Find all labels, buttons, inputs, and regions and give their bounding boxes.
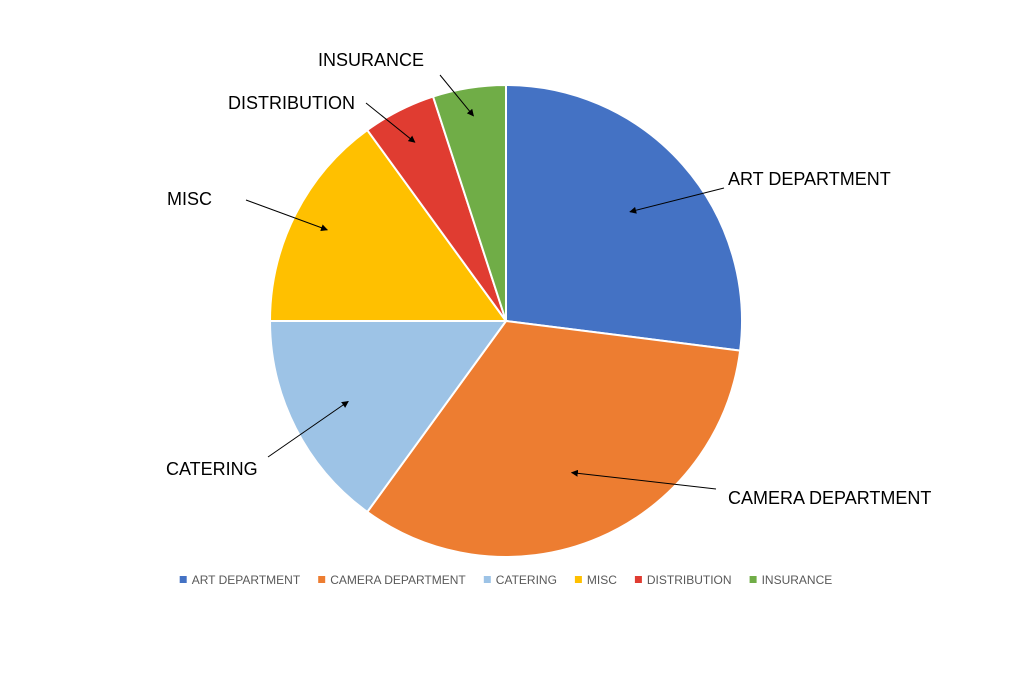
data-label-art-department: ART DEPARTMENT xyxy=(728,169,891,189)
legend-label-misc: MISC xyxy=(587,573,617,587)
leader-lines xyxy=(245,74,725,490)
leader-line-camera-department xyxy=(570,469,717,490)
pie-slice-insurance xyxy=(431,83,507,322)
legend-swatch-misc xyxy=(574,576,582,583)
data-labels: ART DEPARTMENT CAMERA DEPARTMENT CATERING M… xyxy=(166,50,931,508)
pie-slice-misc xyxy=(268,128,508,322)
legend-label-insurance: INSURANCE xyxy=(762,573,833,587)
pie-slices xyxy=(268,83,743,558)
legend-swatch-insurance xyxy=(749,576,757,583)
leader-line-misc xyxy=(245,199,328,232)
legend-label-camera-department: CAMERA DEPARTMENT xyxy=(330,573,466,587)
legend: ART DEPARTMENT CAMERA DEPARTMENT CATERING M… xyxy=(179,573,833,587)
legend-swatch-catering xyxy=(483,576,491,583)
leader-line-art-department xyxy=(629,187,725,214)
data-label-camera-department: CAMERA DEPARTMENT xyxy=(728,488,931,508)
leader-line-catering xyxy=(267,400,349,458)
legend-label-distribution: DISTRIBUTION xyxy=(647,573,732,587)
pie-slice-camera-department xyxy=(365,319,742,558)
leader-line-insurance xyxy=(439,74,474,117)
legend-swatch-distribution xyxy=(634,576,642,583)
data-label-catering: CATERING xyxy=(166,459,258,479)
data-label-misc: MISC xyxy=(167,189,212,209)
legend-swatch-art-department xyxy=(179,576,187,583)
data-label-insurance: INSURANCE xyxy=(318,50,424,70)
pie-slice-art-department xyxy=(505,83,743,352)
data-label-distribution: DISTRIBUTION xyxy=(228,93,355,113)
legend-swatch-camera-department xyxy=(318,576,326,583)
legend-label-art-department: ART DEPARTMENT xyxy=(192,573,301,587)
pie-slice-catering xyxy=(268,320,508,514)
leader-line-distribution xyxy=(365,102,416,143)
legend-label-catering: CATERING xyxy=(496,573,557,587)
